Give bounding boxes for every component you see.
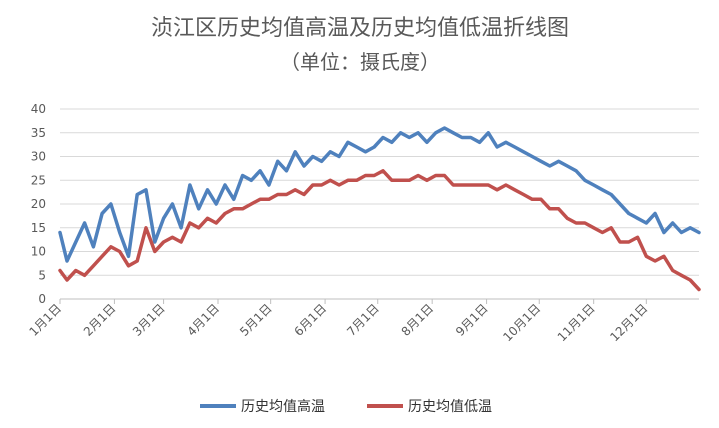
y-tick-label: 0 [38, 292, 46, 306]
x-tick-label: 11月1日 [555, 301, 598, 344]
x-tick-label: 7月1日 [344, 301, 382, 339]
y-tick-label: 20 [31, 197, 46, 211]
gridlines [60, 108, 699, 300]
x-tick-label: 3月1日 [130, 301, 168, 339]
legend-label-low: 历史均值低温 [408, 399, 492, 415]
series-line-low [58, 169, 701, 292]
x-tick-label: 1月1日 [26, 301, 64, 339]
y-tick-label: 10 [31, 245, 46, 259]
y-tick-label: 35 [31, 126, 46, 140]
legend: 历史均值高温 历史均值低温 [200, 398, 492, 415]
x-tick-label: 6月1日 [292, 301, 330, 339]
x-tick-label: 5月1日 [237, 301, 275, 339]
y-tick-label: 30 [31, 150, 46, 164]
chart-subtitle: （单位：摄氏度） [280, 50, 440, 74]
x-tick-label: 10月1日 [500, 301, 543, 344]
x-tick-label: 2月1日 [81, 301, 119, 339]
series-lines [58, 126, 701, 292]
y-tick-label: 25 [31, 173, 46, 187]
x-tick-label: 4月1日 [184, 301, 222, 339]
x-tick-label: 9月1日 [453, 301, 491, 339]
legend-label-high: 历史均值高温 [241, 398, 325, 415]
series-line-high [58, 126, 701, 263]
y-tick-label: 5 [38, 268, 46, 282]
chart-title: 浈江区历史均值高温及历史均值低温折线图 [151, 16, 569, 41]
x-tick-label: 12月1日 [607, 301, 650, 344]
x-axis: 1月1日 2月1日 3月1日 4月1日 5月1日 6月1日 7月1日 8月1日 9月1日 10月1… [26, 298, 699, 344]
y-axis: 0 5 10 15 20 25 30 35 40 [31, 102, 46, 306]
x-tick-label: 8月1日 [399, 301, 437, 339]
y-tick-label: 40 [31, 102, 46, 116]
y-tick-label: 15 [31, 221, 46, 235]
